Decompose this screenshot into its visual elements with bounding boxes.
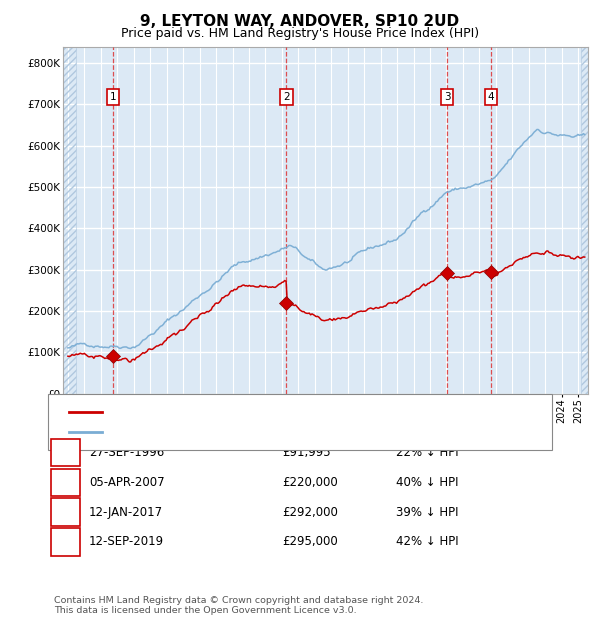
Text: 12-SEP-2019: 12-SEP-2019 <box>89 536 164 548</box>
Text: 3: 3 <box>444 92 451 102</box>
Text: £295,000: £295,000 <box>282 536 338 548</box>
Text: £292,000: £292,000 <box>282 506 338 518</box>
Text: 40% ↓ HPI: 40% ↓ HPI <box>396 476 458 489</box>
Text: 9, LEYTON WAY, ANDOVER, SP10 2UD (detached house): 9, LEYTON WAY, ANDOVER, SP10 2UD (detach… <box>111 407 417 417</box>
Text: 3: 3 <box>61 506 70 518</box>
Text: 9, LEYTON WAY, ANDOVER, SP10 2UD: 9, LEYTON WAY, ANDOVER, SP10 2UD <box>140 14 460 29</box>
Text: 4: 4 <box>488 92 494 102</box>
Text: £220,000: £220,000 <box>282 476 338 489</box>
Bar <box>581 46 589 394</box>
Text: 05-APR-2007: 05-APR-2007 <box>89 476 164 489</box>
Text: 42% ↓ HPI: 42% ↓ HPI <box>396 536 458 548</box>
Text: 12-JAN-2017: 12-JAN-2017 <box>89 506 163 518</box>
Text: 2: 2 <box>283 92 290 102</box>
Text: 39% ↓ HPI: 39% ↓ HPI <box>396 506 458 518</box>
Text: 4: 4 <box>61 536 70 548</box>
Text: 1: 1 <box>61 446 70 459</box>
Text: 1: 1 <box>110 92 116 102</box>
Text: Price paid vs. HM Land Registry's House Price Index (HPI): Price paid vs. HM Land Registry's House … <box>121 27 479 40</box>
Text: 2: 2 <box>61 476 70 489</box>
Text: HPI: Average price, detached house, Test Valley: HPI: Average price, detached house, Test… <box>111 427 371 437</box>
Text: Contains HM Land Registry data © Crown copyright and database right 2024.
This d: Contains HM Land Registry data © Crown c… <box>54 596 424 615</box>
Text: 22% ↓ HPI: 22% ↓ HPI <box>396 446 458 459</box>
Text: 27-SEP-1996: 27-SEP-1996 <box>89 446 164 459</box>
Text: £91,995: £91,995 <box>282 446 331 459</box>
Bar <box>63 46 76 394</box>
